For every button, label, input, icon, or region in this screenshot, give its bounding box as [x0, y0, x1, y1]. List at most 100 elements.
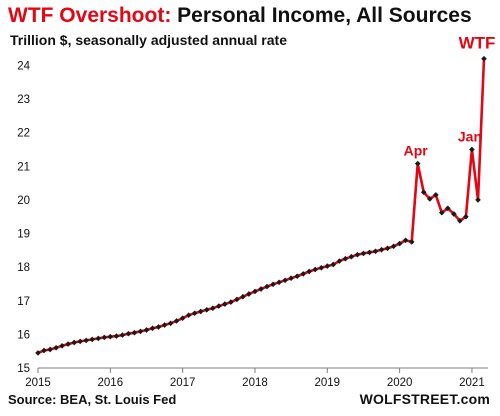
data-point [378, 246, 385, 253]
data-point [300, 271, 307, 277]
title-rest: Personal Income, All Sources [171, 4, 472, 27]
data-point [197, 308, 204, 315]
data-point [179, 315, 186, 322]
x-tick-label: 2020 [387, 377, 413, 389]
data-point [414, 160, 421, 167]
data-point [234, 296, 240, 303]
data-point [438, 209, 445, 216]
data-point [264, 283, 270, 290]
series-line [36, 57, 486, 355]
y-tick-label: 23 [17, 94, 30, 106]
data-point [71, 339, 78, 346]
y-tick-label: 15 [17, 363, 30, 375]
data-point [107, 333, 114, 340]
data-point [246, 291, 252, 297]
data-point [402, 237, 409, 244]
brand-logo-text: WOLFSTREET.com [359, 391, 490, 407]
chart-subtitle: Trillion $, seasonally adjusted annual r… [10, 32, 287, 48]
data-point [318, 264, 325, 271]
data-point [173, 318, 180, 324]
y-tick-label: 22 [17, 128, 30, 140]
x-tick-label: 2018 [242, 377, 268, 389]
y-tick-label: 21 [17, 161, 30, 173]
data-point [185, 312, 192, 319]
data-point [252, 288, 258, 295]
data-point [276, 279, 282, 286]
data-point [354, 251, 361, 258]
x-tick-label: 2016 [98, 377, 124, 389]
data-point [155, 324, 162, 330]
data-point [89, 336, 96, 343]
data-point [457, 217, 463, 224]
data-point [167, 320, 174, 327]
data-point [451, 211, 457, 217]
data-point [101, 334, 108, 341]
data-point [336, 258, 343, 264]
data-point [366, 249, 373, 256]
data-point [282, 277, 288, 284]
data-point [294, 273, 301, 280]
data-point [348, 253, 355, 260]
data-point [125, 330, 132, 337]
data-point [463, 213, 469, 220]
data-point [215, 303, 222, 309]
y-tick-label: 19 [17, 229, 30, 241]
data-point [83, 337, 90, 344]
data-point [426, 196, 433, 202]
data-point [137, 328, 144, 335]
data-point [77, 338, 84, 345]
data-point [240, 293, 246, 300]
annotation-label: Apr [404, 143, 429, 159]
data-point [95, 335, 102, 342]
data-point [203, 306, 210, 313]
data-point [143, 327, 150, 333]
title-accent: WTF Overshoot: [8, 4, 172, 27]
data-point [408, 239, 415, 245]
data-point [372, 248, 379, 255]
data-point [396, 240, 403, 247]
data-point [119, 332, 126, 338]
data-point [360, 250, 367, 257]
data-point [161, 322, 168, 328]
data-point [47, 346, 53, 353]
data-point [420, 189, 427, 196]
data-point [228, 299, 234, 305]
marker-layer [35, 55, 487, 356]
data-point [191, 310, 198, 317]
y-tick-label: 16 [17, 329, 30, 341]
data-point [221, 301, 228, 307]
data-point [342, 255, 349, 262]
x-tick-label: 2019 [315, 377, 341, 389]
annotation-label: WTF [459, 34, 496, 53]
data-point [288, 275, 294, 282]
data-point [469, 146, 475, 153]
data-point [209, 305, 216, 312]
data-point [330, 261, 337, 268]
data-point [475, 197, 481, 203]
data-point [444, 205, 451, 212]
data-point [113, 333, 120, 339]
annotation-label: Jan [458, 128, 482, 144]
data-point [324, 263, 331, 269]
x-tick-label: 2021 [459, 377, 485, 389]
y-tick-label: 17 [17, 296, 30, 308]
data-point [312, 266, 319, 273]
data-point [65, 341, 71, 347]
data-point [306, 268, 313, 275]
data-point [131, 329, 138, 336]
data-point [258, 286, 264, 292]
data-point [481, 55, 487, 62]
data-point [432, 192, 439, 198]
x-tick-label: 2017 [170, 377, 196, 389]
data-point [149, 325, 156, 332]
annotation-layer: Apr Jan WTF [404, 34, 496, 159]
line-layer [36, 57, 486, 355]
y-tick-label: 24 [17, 60, 30, 72]
x-tick-label: 2015 [25, 377, 51, 389]
source-note: Source: BEA, St. Louis Fed [8, 392, 177, 407]
y-tick-label: 20 [17, 195, 30, 207]
chart-title: WTF Overshoot: Personal Income, All Sour… [8, 4, 472, 28]
data-point [384, 245, 391, 252]
